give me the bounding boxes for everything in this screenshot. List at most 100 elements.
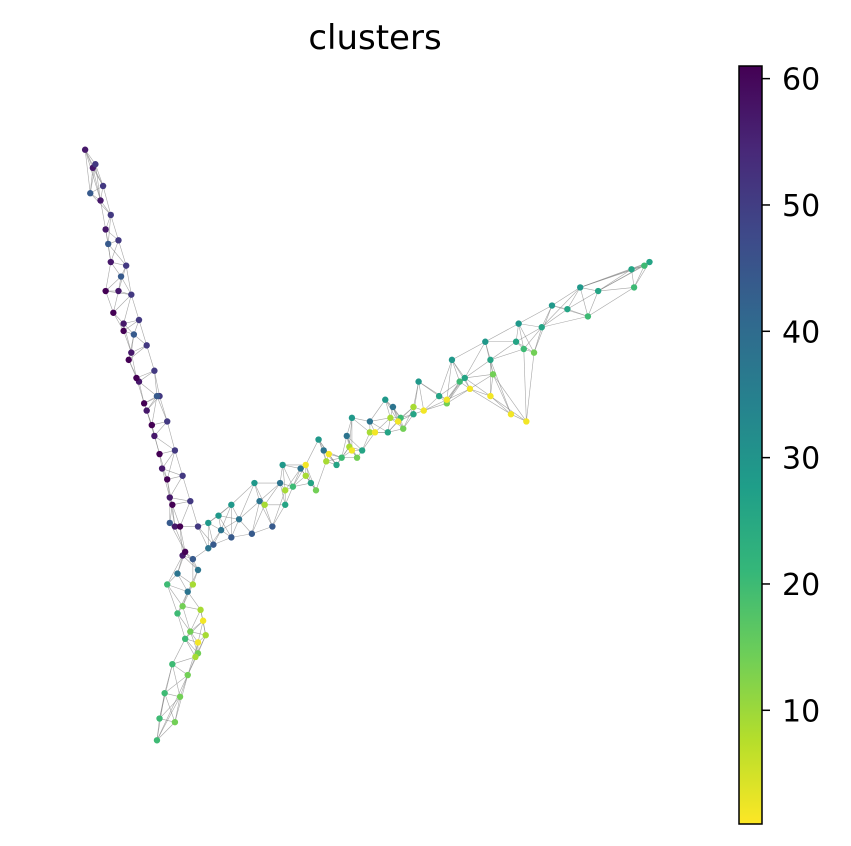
graph-edge <box>166 584 183 607</box>
graph-edge <box>179 501 191 527</box>
graph-edge <box>113 290 119 313</box>
scatter-point <box>448 356 456 364</box>
graph-edge <box>490 341 517 361</box>
scatter-point <box>248 530 256 537</box>
scatter-point <box>215 512 222 519</box>
colorbar-tick-label: 30 <box>782 442 820 477</box>
scatter-point <box>515 320 522 327</box>
graph-edge <box>207 522 214 545</box>
scatter-point <box>358 447 366 454</box>
scatter-point <box>628 266 635 273</box>
graph-edge <box>177 613 186 639</box>
graph-edge <box>128 334 135 360</box>
graph-edge <box>361 432 376 451</box>
scatter-point <box>110 309 117 316</box>
scatter-point <box>487 356 494 364</box>
graph-edge <box>213 537 232 545</box>
graph-edge <box>251 501 260 534</box>
graph-edge <box>402 406 414 429</box>
graph-edge <box>166 555 183 585</box>
scatter-point <box>384 429 392 436</box>
scatter-point <box>151 367 158 374</box>
scatter-point <box>171 447 179 454</box>
graph-edge <box>323 450 337 466</box>
colorbar-ticks: 10 20 30 40 50 60 <box>762 63 820 729</box>
graph-edge <box>282 464 286 491</box>
scatter-point <box>128 349 135 356</box>
graph-edge <box>238 482 255 520</box>
graph-edge <box>526 352 535 422</box>
graph-edge <box>438 381 460 397</box>
graph-edge <box>156 395 168 422</box>
scatter-point <box>107 211 114 219</box>
scatter-point <box>179 603 186 610</box>
scatter-point <box>179 472 186 479</box>
graph-edge <box>515 326 542 343</box>
graph-edge <box>587 290 599 317</box>
graph-edge <box>161 450 176 469</box>
graph-edge <box>154 370 160 397</box>
graph-edge <box>264 482 281 505</box>
graph-edge <box>423 403 447 411</box>
graph-edge <box>89 167 94 194</box>
scatter-point <box>128 291 135 298</box>
scatter-point <box>315 436 322 443</box>
graph-edge <box>369 399 386 422</box>
scatter-point <box>456 378 463 385</box>
scatter-point <box>577 284 584 291</box>
scatter-point <box>323 458 330 465</box>
graph-edge <box>279 482 286 505</box>
scatter-point <box>228 501 235 508</box>
scatter-point <box>289 483 297 490</box>
scatter-point <box>256 497 263 505</box>
graph-edge <box>490 395 527 422</box>
scatter-point <box>164 476 171 483</box>
graph-edge <box>251 526 273 535</box>
scatter-point <box>187 497 194 505</box>
scatter-point <box>156 715 163 722</box>
scatter-point <box>507 411 515 418</box>
scatter-point <box>102 287 109 295</box>
graph-edge <box>182 555 199 571</box>
scatter-point <box>630 284 638 291</box>
graph-edge <box>464 359 491 379</box>
scatter-point <box>279 461 286 469</box>
graph-edge <box>518 305 553 324</box>
scatter-point <box>482 338 489 345</box>
graph-edge <box>174 450 183 476</box>
graph-edge <box>138 319 147 346</box>
graph-edge <box>172 656 196 665</box>
scatter-point <box>228 534 235 541</box>
scatter-point <box>487 392 494 400</box>
graph-edge <box>438 359 453 397</box>
graph-edge <box>177 591 189 614</box>
scatter-point <box>197 606 204 614</box>
scatter-point <box>125 356 132 364</box>
graph-edge <box>123 330 132 353</box>
scatter-point <box>435 392 443 400</box>
graph-edge <box>151 424 160 455</box>
graph-edge <box>633 265 645 288</box>
scatter-point <box>443 396 451 403</box>
graph-edge <box>567 290 599 310</box>
graph-edge <box>184 620 204 640</box>
scatter-point <box>415 378 422 385</box>
graph-edge <box>464 377 491 397</box>
graph-edge <box>154 370 158 397</box>
scatter-point <box>194 639 202 646</box>
graph-edge <box>107 214 112 244</box>
scatter-point <box>184 588 191 595</box>
scatter-point <box>92 161 99 168</box>
graph-edge <box>169 475 183 498</box>
graph-edge <box>172 664 181 697</box>
scatter-point <box>297 465 304 472</box>
scatter-point <box>153 737 161 744</box>
scatter-point <box>130 331 138 338</box>
graph-edge <box>156 674 189 741</box>
scatter-point <box>276 479 284 487</box>
graph-edge <box>231 482 255 505</box>
scatter-point <box>641 262 648 269</box>
graph-edge <box>110 240 119 263</box>
scatter-point <box>282 487 289 494</box>
graph-edge <box>579 287 589 317</box>
